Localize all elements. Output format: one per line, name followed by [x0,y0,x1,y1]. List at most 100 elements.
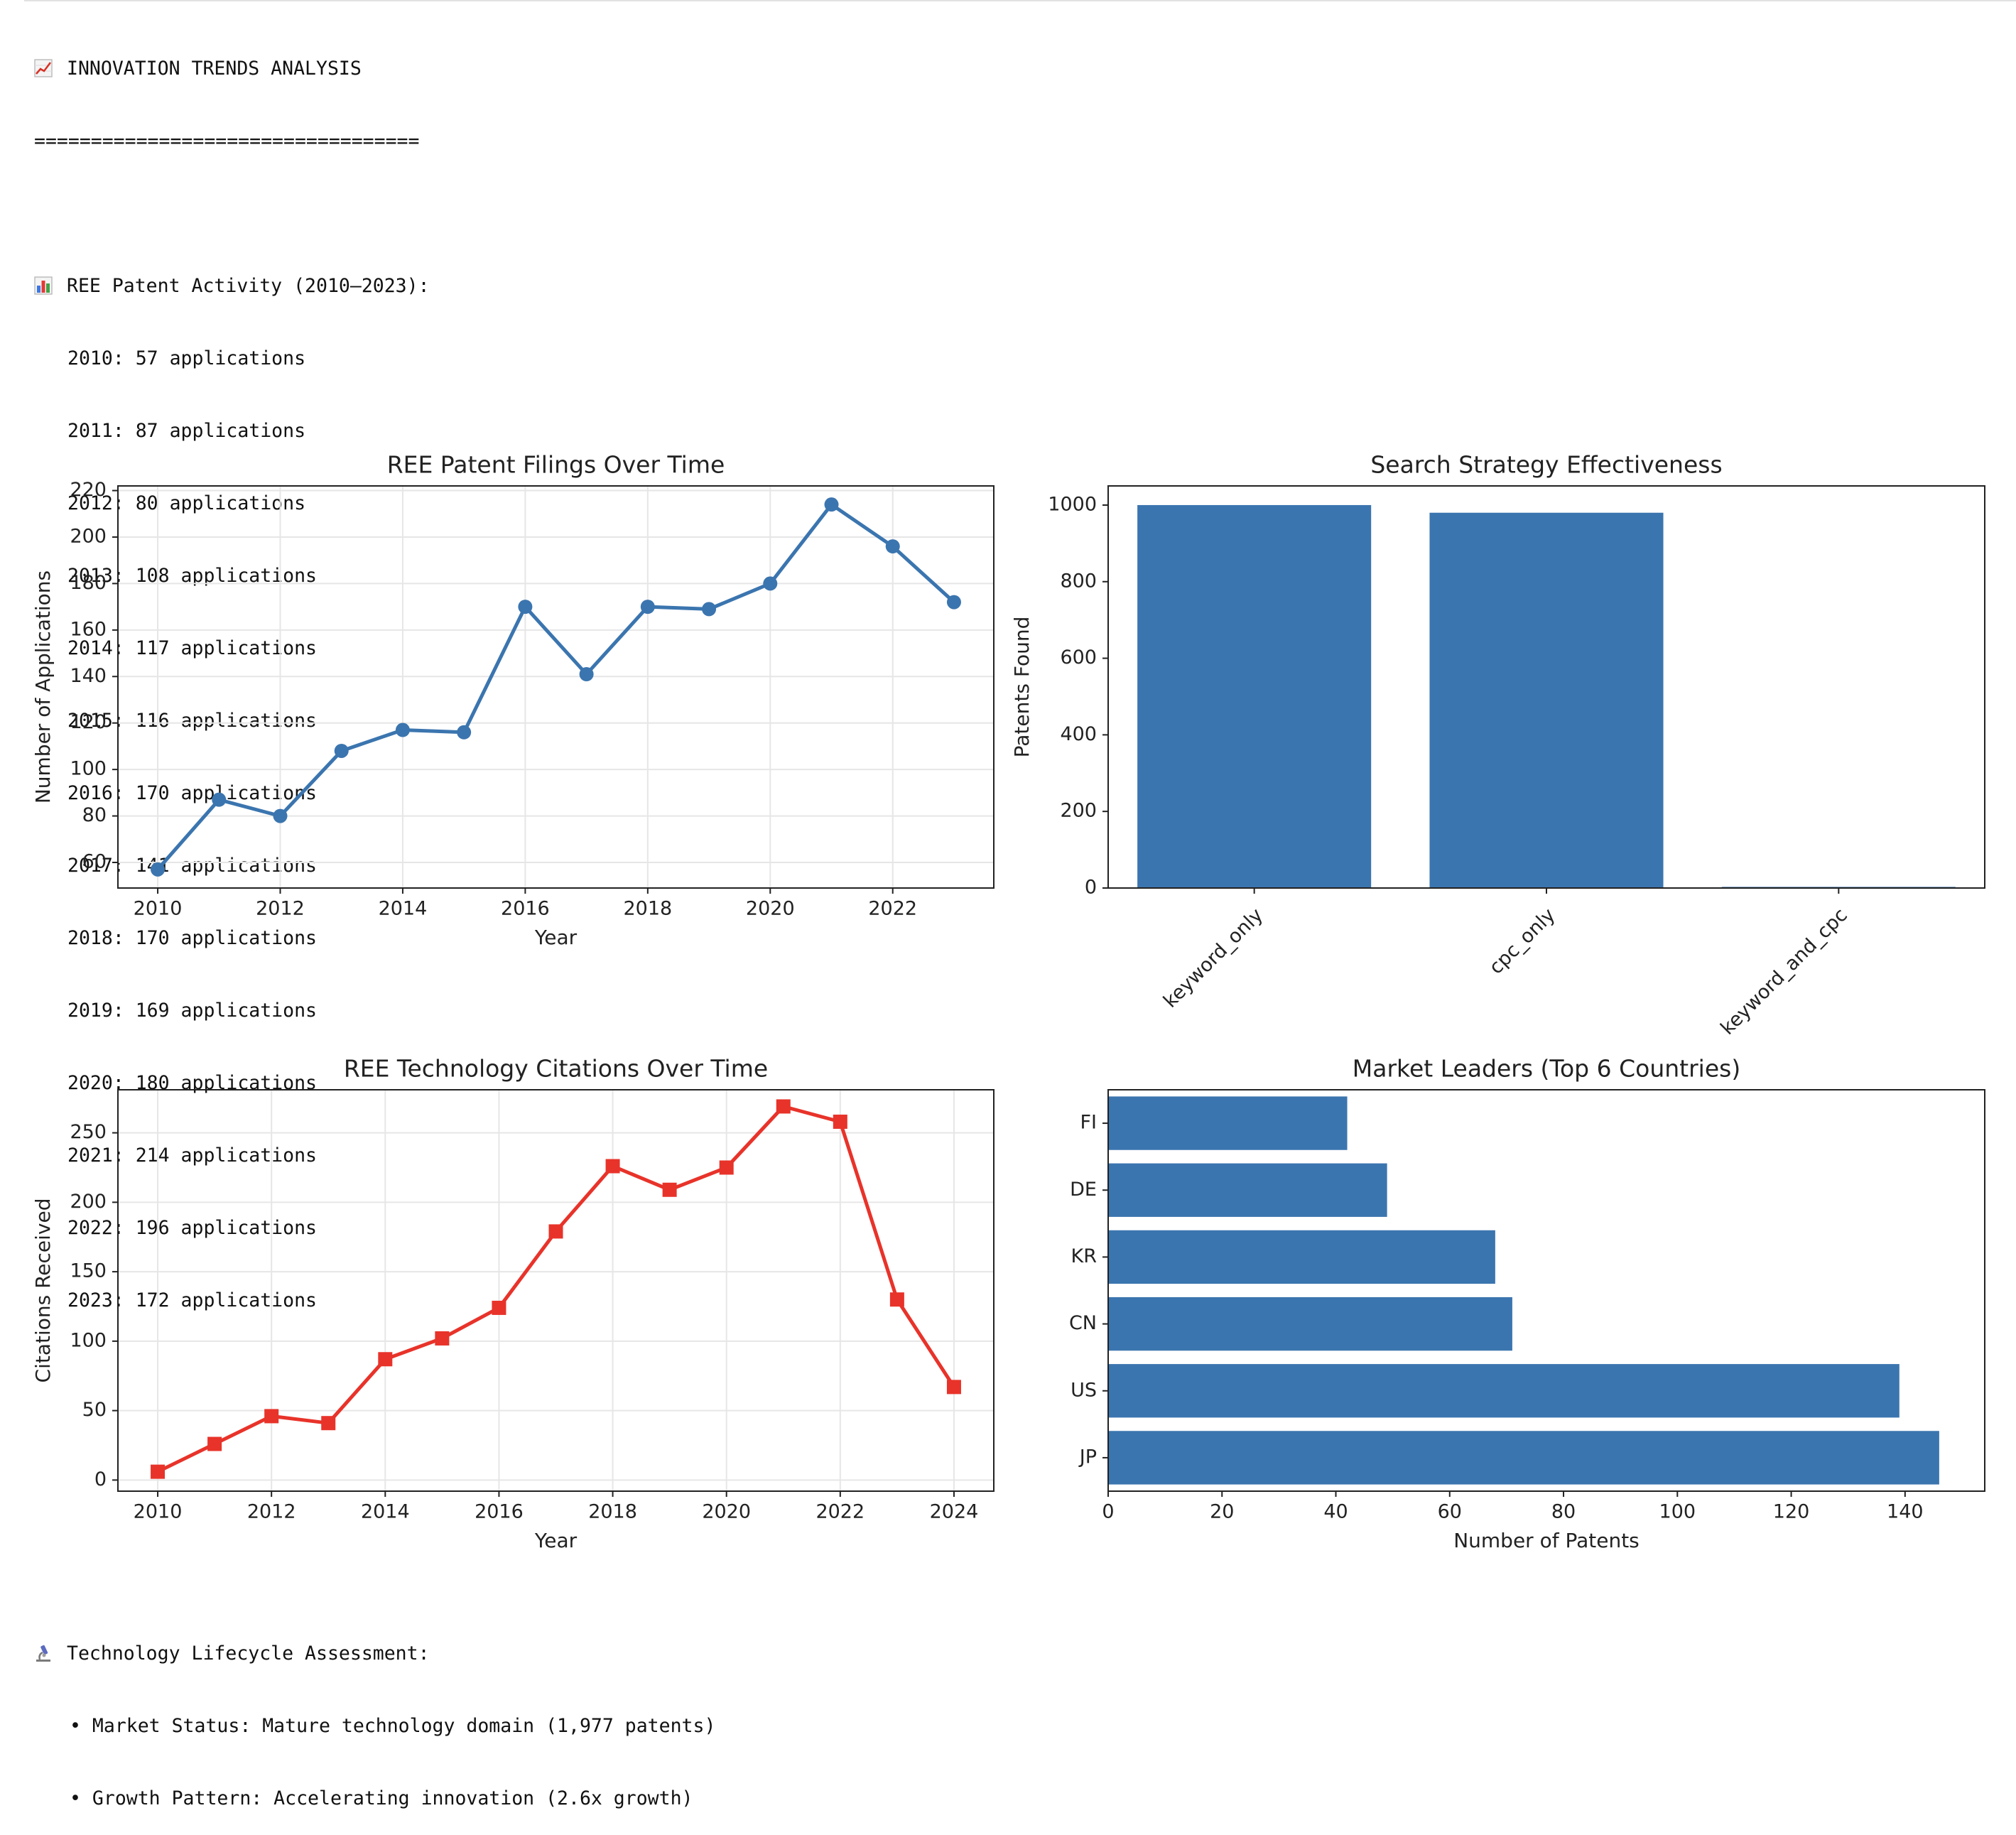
x-tick-label: 100 [1659,1501,1696,1523]
chart-title: Search Strategy Effectiveness [1370,451,1722,479]
data-point [321,1416,336,1431]
y-tick-label: 0 [94,1468,107,1490]
x-tick-label: 2020 [746,898,795,920]
data-point [719,1160,734,1175]
top-divider [24,0,2016,1]
y-tick-label: 100 [70,1329,107,1351]
y-tick-label: 200 [1060,800,1097,822]
data-point [946,1380,961,1395]
data-point [457,725,472,740]
activity-line: 2014: 117 applications [67,637,317,659]
x-tick-label: keyword_and_cpc [1716,904,1851,1039]
y-tick-label: JP [1078,1446,1097,1468]
activity-line: 2016: 170 applications [67,782,317,804]
activity-line: 2010: 57 applications [67,347,306,369]
y-tick-label: KR [1071,1245,1097,1267]
data-point [435,1331,450,1346]
y-tick-label: US [1071,1379,1097,1401]
x-tick-label: 2012 [256,898,305,920]
activity-line: 2012: 80 applications [67,492,306,514]
plot-frame [1107,1089,1985,1492]
x-tick-label: 2022 [815,1501,865,1523]
activity-line: 2011: 87 applications [67,420,306,442]
y-tick-label: 140 [70,665,107,687]
x-axis-label: Number of Patents [1453,1529,1640,1552]
x-tick-label: keyword_only [1159,904,1267,1012]
x-tick-label: 2022 [868,898,917,920]
lifecycle-bullet: • Growth Pattern: Accelerating innovatio… [70,1787,693,1809]
data-point [207,1436,222,1451]
x-tick-label: 2014 [379,898,428,920]
y-tick-label: 0 [1085,877,1097,899]
activity-heading: REE Patent Activity (2010–2023): [34,274,430,298]
data-point [518,600,533,615]
bar [1108,1431,1939,1485]
data-point [889,1292,904,1307]
x-tick-label: 2016 [475,1501,524,1523]
activity-line: 2021: 214 applications [67,1144,317,1167]
x-tick-label: 2018 [588,1501,637,1523]
y-tick-label: 180 [70,572,107,594]
series-line [156,502,955,871]
data-point [605,1159,620,1174]
x-tick-label: 2010 [134,1501,183,1523]
bar [1429,512,1664,888]
x-tick-label: 2010 [134,898,183,920]
data-point [151,862,166,877]
data-point [776,1099,791,1114]
y-axis-label: Patents Found [1010,617,1034,758]
x-tick-label: 2016 [501,898,550,920]
x-tick-label: cpc_only [1485,904,1560,979]
data-point [492,1300,506,1315]
data-point [885,539,900,554]
y-tick-label: 400 [1060,723,1097,745]
data-point [702,602,717,617]
x-tick-label: 2020 [702,1501,751,1523]
data-point [151,1464,166,1479]
lifecycle-heading-text: Technology Lifecycle Assessment: [67,1642,430,1665]
data-point [548,1224,563,1239]
y-tick-label: 80 [82,804,107,826]
chart-increasing-icon [34,59,53,77]
lifecycle-heading: Technology Lifecycle Assessment: [34,1642,715,1666]
bar [1108,1096,1348,1150]
y-tick-label: 200 [70,525,107,547]
y-tick-label: FI [1080,1112,1098,1134]
chart-title: REE Patent Filings Over Time [387,451,725,479]
x-tick-label: 140 [1887,1501,1924,1523]
y-tick-label: 200 [70,1191,107,1213]
lifecycle-section: Technology Lifecycle Assessment: • Marke… [34,1593,715,1835]
y-tick-label: 160 [70,618,107,640]
x-tick-label: 40 [1323,1501,1348,1523]
figure-charts: 2010 2012 2014 2016 2018 2020 2022 60 80 100 120 14… [31,451,1985,1552]
x-tick-label: 2012 [247,1501,296,1523]
bar [1137,504,1372,888]
x-tick-label: 20 [1210,1501,1234,1523]
activity-line: 2018: 170 applications [67,927,317,949]
y-tick-label: DE [1070,1179,1097,1201]
title-rule: ================================== [34,130,420,152]
chart-title: REE Technology Citations Over Time [344,1055,768,1083]
x-tick-label: 2014 [361,1501,410,1523]
y-tick-label: 60 [82,851,107,873]
data-point [824,497,839,512]
bar-chart-icon [34,276,53,295]
bar [1108,1163,1387,1217]
data-point [662,1182,677,1197]
data-point [273,808,288,823]
activity-heading-text: REE Patent Activity (2010–2023): [67,275,430,297]
activity-line: 2019: 169 applications [67,1000,317,1022]
chart-title: Market Leaders (Top 6 Countries) [1353,1055,1740,1083]
x-axis-label: Year [534,1529,578,1552]
y-tick-label: 600 [1060,646,1097,668]
report-header: INNOVATION TRENDS ANALYSIS [34,57,430,81]
report-title: INNOVATION TRENDS ANALYSIS [67,58,362,80]
data-point [579,667,594,682]
lifecycle-bullet: • Market Status: Mature technology domai… [70,1715,716,1737]
y-tick-label: 1000 [1048,493,1097,515]
data-point [946,595,961,610]
x-tick-label: 60 [1438,1501,1462,1523]
y-tick-label: 220 [70,479,107,501]
plot-frame [117,485,995,889]
x-tick-label: 0 [1102,1501,1114,1523]
